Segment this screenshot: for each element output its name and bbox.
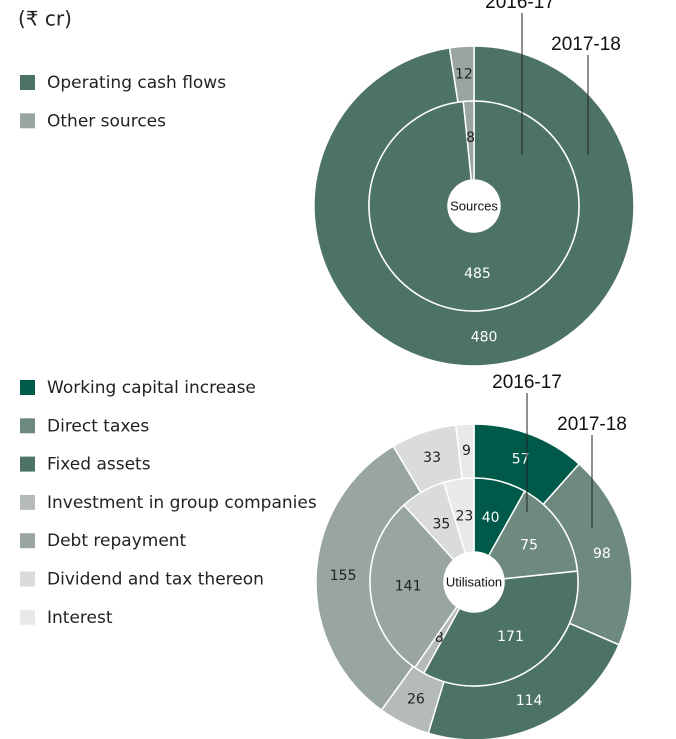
value-label: 9 [462, 443, 471, 459]
value-label: 12 [455, 66, 473, 82]
donut-hole [448, 180, 500, 232]
legend-label: Working capital increase [47, 378, 256, 398]
value-label: 8 [435, 630, 444, 646]
center-label: Sources [450, 198, 498, 213]
value-label: 35 [433, 517, 451, 533]
value-label: 171 [497, 629, 524, 645]
center-label: Utilisation [446, 574, 502, 589]
value-label: 33 [423, 450, 441, 466]
legend-swatch [20, 494, 35, 510]
legend-swatch [20, 571, 35, 587]
legend-label: Direct taxes [47, 416, 149, 436]
legend-swatch [20, 418, 35, 434]
legend-label: Dividend and tax thereon [47, 570, 264, 590]
value-label: 155 [330, 568, 357, 584]
value-label: 141 [395, 578, 422, 594]
legend-label: Debt repayment [47, 531, 187, 551]
ring-label: 2017-18 [551, 34, 621, 55]
value-label: 57 [512, 452, 530, 468]
legend-swatch [20, 456, 35, 472]
value-label: 26 [407, 691, 425, 707]
legend-label: Operating cash flows [47, 73, 226, 93]
legend-label: Fixed assets [47, 455, 151, 475]
legend-swatch [20, 533, 35, 549]
value-label: 23 [455, 509, 473, 525]
value-label: 75 [520, 538, 538, 554]
legend-label: Interest [47, 608, 113, 628]
legend-label: Other sources [47, 111, 166, 131]
value-label: 98 [593, 546, 611, 562]
legend-swatch [20, 75, 35, 90]
ring-label: 2016-17 [492, 372, 562, 393]
value-label: 480 [471, 330, 498, 346]
donut-hole [444, 552, 504, 612]
legend-swatch [20, 380, 35, 395]
value-label: 40 [482, 510, 500, 526]
legend-swatch [20, 609, 35, 625]
legend-label: Investment in group companies [47, 493, 317, 513]
ring-label: 2017-18 [557, 414, 627, 435]
ring-label: 2016-17 [485, 0, 555, 13]
unit-label: (₹ cr) [18, 7, 72, 31]
legend-swatch [20, 113, 35, 129]
value-label: 8 [466, 130, 475, 146]
value-label: 114 [516, 693, 543, 709]
value-label: 485 [464, 266, 491, 282]
